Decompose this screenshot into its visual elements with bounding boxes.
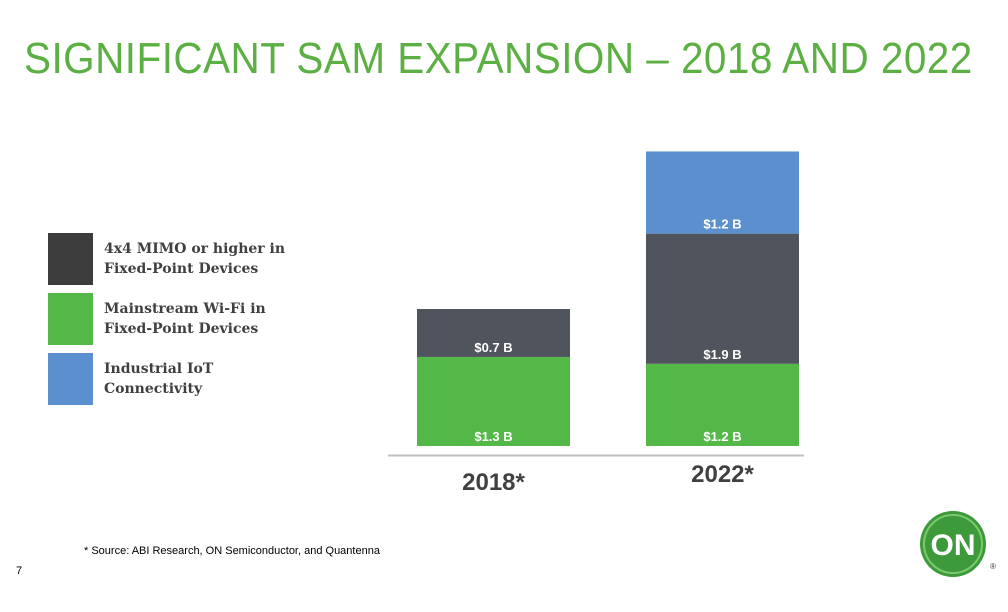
legend-label-mimo: 4x4 MIMO or higher in Fixed-Point Device… [104, 241, 286, 277]
logo-circle [920, 511, 986, 577]
data-label: $0.7 B [474, 340, 512, 355]
legend-swatch-iot [48, 353, 93, 405]
data-label: $1.2 B [703, 429, 741, 444]
bar-segment-2022-s1 [646, 233, 799, 364]
category-label: 2018* [462, 469, 525, 496]
data-label: $1.2 B [703, 217, 741, 232]
category-label: 2022* [691, 461, 754, 488]
on-semiconductor-logo: ON ® [920, 511, 996, 577]
logo-registered-mark: ® [990, 562, 996, 571]
data-label: $1.3 B [474, 429, 512, 444]
legend-swatch-mimo [48, 233, 93, 285]
legend-label-iot: Industrial IoT Connectivity [104, 361, 214, 397]
source-note: * Source: ABI Research, ON Semiconductor… [84, 545, 380, 557]
slide-title: SIGNIFICANT SAM EXPANSION – 2018 AND 202… [24, 34, 973, 83]
bar-segment-2022-s2 [646, 151, 799, 234]
bar-segment-2018-s0 [417, 356, 570, 446]
logo-ring [923, 514, 983, 574]
logo-text: ON [931, 529, 976, 562]
data-label: $1.9 B [703, 347, 741, 362]
page-number: 7 [16, 565, 23, 577]
legend-label-mainstream: Mainstream Wi-Fi in Fixed-Point Devices [104, 301, 266, 337]
bar-segment-2022-s0 [646, 363, 799, 446]
bar-segment-2018-s1 [417, 309, 570, 357]
legend-swatch-mainstream [48, 293, 93, 345]
